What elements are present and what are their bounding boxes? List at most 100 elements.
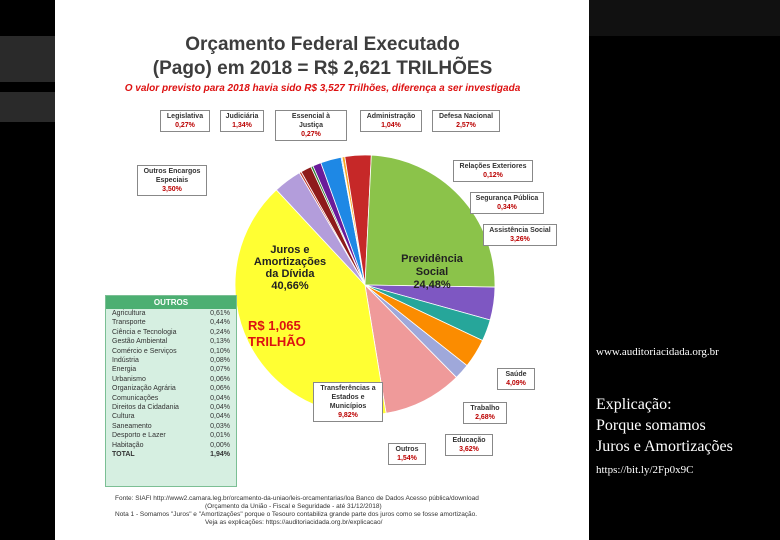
label-name: Defesa Nacional <box>438 113 494 120</box>
side-link[interactable]: https://bit.ly/2Fp0x9C <box>596 464 694 476</box>
label-name: Judiciária <box>225 113 259 120</box>
label-name: Transferências a Estados e Municípios <box>320 385 376 410</box>
footer-line1: Fonte: SIAFI http://www2.camara.leg.br/o… <box>115 495 479 502</box>
label-essencial: Essencial à Justiça 0,27% <box>275 110 347 141</box>
outros-row-name: Comunicações <box>112 394 159 402</box>
outros-total-value: 1,94% <box>210 451 230 459</box>
label-defesa: Defesa Nacional 2,57% <box>432 110 500 132</box>
outros-row-value: 0,10% <box>210 347 230 355</box>
prev-line2: Social <box>415 266 449 278</box>
outros-row: Agricultura 0,61% <box>106 309 236 318</box>
side-heading-line2: Porque somamos <box>596 417 706 434</box>
outros-row: Direitos da Cidadania 0,04% <box>106 403 236 412</box>
label-seguranca: Segurança Pública 0,34% <box>470 192 544 214</box>
outros-row-value: 0,00% <box>210 441 230 449</box>
outros-row-name: Gestão Ambiental <box>112 338 168 346</box>
label-educacao: Educação 3,62% <box>445 434 493 456</box>
label-name: Segurança Pública <box>475 195 539 202</box>
outros-row-name: Organização Agrária <box>112 385 176 393</box>
label-assistencia: Assistência Social 3,26% <box>483 224 557 246</box>
outros-row: Comércio e Serviços 0,10% <box>106 347 236 356</box>
label-name: Outros <box>395 446 419 453</box>
label-relacoes: Relações Exteriores 0,12% <box>453 160 533 182</box>
outros-row: Transporte 0,44% <box>106 318 236 327</box>
chart-container: Orçamento Federal Executado (Pago) em 20… <box>75 20 570 530</box>
outros-row-name: Comércio e Serviços <box>112 347 177 355</box>
outros-row: Desporto e Lazer 0,01% <box>106 431 236 440</box>
outros-row-value: 0,04% <box>210 413 230 421</box>
prev-line1: Previdência <box>401 253 463 265</box>
side-heading-line3: Juros e Amortizações <box>596 438 733 455</box>
footer-line2: (Orçamento da União - Fiscal e Seguridad… <box>205 503 382 510</box>
prev-value: 24,48% <box>413 279 451 291</box>
label-value: 0,34% <box>497 204 517 211</box>
outros-row-name: Saneamento <box>112 422 152 430</box>
outros-row: Indústria 0,08% <box>106 356 236 365</box>
outros-row: Cultura 0,04% <box>106 412 236 421</box>
outros-row: Urbanismo 0,06% <box>106 375 236 384</box>
pie-slice-outros-encargos-especiais <box>275 172 366 286</box>
chart-title-line1: Orçamento Federal Executado <box>185 34 460 55</box>
label-name: Relações Exteriores <box>459 163 527 170</box>
outros-row-name: Indústria <box>112 357 139 365</box>
chart-footer: Fonte: SIAFI http://www2.camara.leg.br/o… <box>115 495 560 527</box>
outros-row: Organização Agrária 0,06% <box>106 384 236 393</box>
label-name: Essencial à Justiça <box>291 113 331 129</box>
label-administracao: Administração 1,04% <box>360 110 422 132</box>
juros-line3: da Dívida <box>265 268 315 280</box>
footer-line4: Veja as explicações: https://auditoriaci… <box>205 519 383 526</box>
chart-sheet: Orçamento Federal Executado (Pago) em 20… <box>55 0 589 540</box>
outros-row: Saneamento 0,03% <box>106 422 236 431</box>
label-value: 2,57% <box>456 122 476 129</box>
outros-row-name: Desporto e Lazer <box>112 432 166 440</box>
outros-table-rows: Agricultura 0,61% Transporte 0,44% Ciência e… <box>106 309 236 450</box>
outros-table: OUTROS Agricultura 0,61% Transporte 0,44% Ci… <box>105 295 237 487</box>
label-judiciaria: Judiciária 1,34% <box>220 110 264 132</box>
label-name: Outros Encargos Especiais <box>143 168 201 184</box>
outros-row: Habitação 0,00% <box>106 441 236 450</box>
outros-row: Comunicações 0,04% <box>106 394 236 403</box>
outros-row-name: Ciência e Tecnologia <box>112 328 177 336</box>
outros-row-value: 0,08% <box>210 357 230 365</box>
outros-row-value: 0,01% <box>210 432 230 440</box>
label-outros: Outros 1,54% <box>388 443 426 465</box>
outros-row-value: 0,03% <box>210 422 230 430</box>
label-legislativa: Legislativa 0,27% <box>160 110 210 132</box>
label-name: Educação <box>452 437 486 444</box>
outros-row-name: Direitos da Cidadania <box>112 404 179 412</box>
outros-row-name: Urbanismo <box>112 375 146 383</box>
pie-slice-previd-ncia-social <box>364 154 496 288</box>
label-saude: Saúde 4,09% <box>497 368 535 390</box>
outros-row-name: Cultura <box>112 413 135 421</box>
outros-total-name: TOTAL <box>112 451 135 459</box>
label-trabalho: Trabalho 2,68% <box>463 402 507 424</box>
label-name: Administração <box>366 113 416 120</box>
label-value: 1,54% <box>397 455 417 462</box>
outros-row-value: 0,04% <box>210 404 230 412</box>
outros-row-value: 0,61% <box>210 310 230 317</box>
outros-row-value: 0,04% <box>210 394 230 402</box>
juros-money1: R$ 1,065 <box>248 318 301 333</box>
outros-row-value: 0,24% <box>210 328 230 336</box>
outros-row-name: Habitação <box>112 441 144 449</box>
side-url-text: www.auditoriacidada.org.br <box>596 346 719 358</box>
label-value: 2,68% <box>475 414 495 421</box>
label-value: 3,26% <box>510 236 530 243</box>
label-value: 0,27% <box>301 131 321 138</box>
slide-decor-bar-2 <box>0 92 55 122</box>
outros-row-value: 0,44% <box>210 319 230 327</box>
chart-subtitle: O valor previsto para 2018 havia sido R$… <box>124 83 521 94</box>
label-name: Trabalho <box>470 405 500 412</box>
juros-label: Juros e Amortizações da Dívida 40,66% <box>240 244 340 292</box>
label-value: 3,50% <box>162 186 182 193</box>
outros-row-value: 0,06% <box>210 385 230 393</box>
label-value: 0,12% <box>483 172 503 179</box>
outros-row-name: Agricultura <box>112 310 146 317</box>
label-value: 0,27% <box>175 122 195 129</box>
outros-row-name: Energia <box>112 366 137 374</box>
label-encargos: Outros Encargos Especiais 3,50% <box>137 165 207 196</box>
footer-line3: Nota 1 - Somamos "Juros" e "Amortizações… <box>115 511 478 518</box>
side-heading: Explicação: Porque somamos Juros e Amort… <box>596 394 733 457</box>
outros-table-header: OUTROS <box>106 296 236 309</box>
pie-chart <box>234 154 496 416</box>
